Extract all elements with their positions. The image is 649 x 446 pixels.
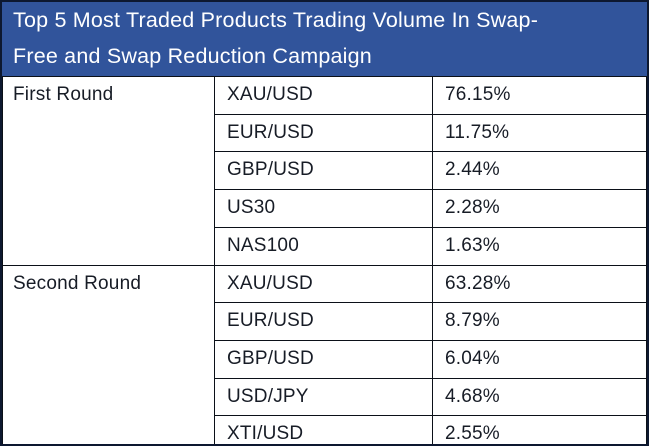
product-cell: GBP/USD [214,151,433,191]
volume-cell: 76.15% [432,76,647,115]
table-row: GBP/USD 2.44% [3,151,647,191]
volume-table-body: First Round XAU/USD 76.15% EUR/USD 11.75% GBP… [2,76,647,444]
table-row: US30 2.28% [3,189,647,228]
product-cell: NAS100 [214,226,433,266]
table-row: First Round XAU/USD 76.15% [2,76,647,266]
product-cell: EUR/USD [214,302,433,341]
volume-table: First Round XAU/USD 76.15% EUR/USD 11.75% GBP… [2,76,647,444]
title-line-1: Top 5 Most Traded Products Trading Volum… [13,8,539,32]
volume-cell: 8.79% [432,302,647,341]
product-cell: XAU/USD [214,264,433,304]
table-row: EUR/USD 11.75% [3,113,647,153]
title-line-2: Free and Swap Reduction Campaign [13,43,372,68]
table-row: Second Round XAU/USD 63.28% [2,264,647,444]
table-title: Top 5 Most Traded Products Trading Volum… [2,2,647,76]
volume-cell: 11.75% [432,113,647,153]
volume-cell: 2.44% [432,151,647,191]
table-row: GBP/USD 6.04% [3,339,647,379]
volume-cell: 2.55% [432,415,647,444]
round-cell: First Round [2,76,215,266]
volume-cell: 6.04% [432,339,647,379]
product-cell: US30 [214,189,433,228]
volume-cell: 63.28% [432,264,647,304]
volume-cell: 4.68% [432,377,647,417]
product-cell: GBP/USD [214,339,433,379]
table-row: NAS100 1.63% [3,226,647,266]
table-row: USD/JPY 4.68% [3,377,647,417]
table-row: XTI/USD 2.55% [3,415,647,444]
product-cell: XAU/USD [214,76,433,115]
volume-cell: 2.28% [432,189,647,228]
product-cell: EUR/USD [214,113,433,153]
volume-cell: 1.63% [432,226,647,266]
product-cell: USD/JPY [214,377,433,417]
round-cell: Second Round [2,264,215,444]
table-row: EUR/USD 8.79% [3,302,647,341]
product-cell: XTI/USD [214,415,433,444]
